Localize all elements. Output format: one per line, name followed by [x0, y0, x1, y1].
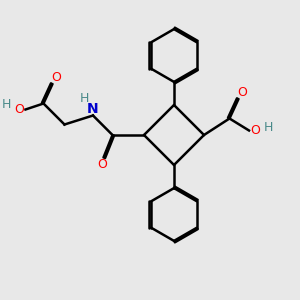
Text: O: O	[97, 158, 107, 172]
Text: O: O	[251, 124, 260, 137]
Text: H: H	[79, 92, 89, 106]
Text: N: N	[87, 103, 99, 116]
Text: H: H	[2, 98, 12, 112]
Text: H: H	[264, 121, 273, 134]
Text: O: O	[237, 86, 247, 100]
Text: O: O	[14, 103, 24, 116]
Text: O: O	[51, 71, 61, 84]
